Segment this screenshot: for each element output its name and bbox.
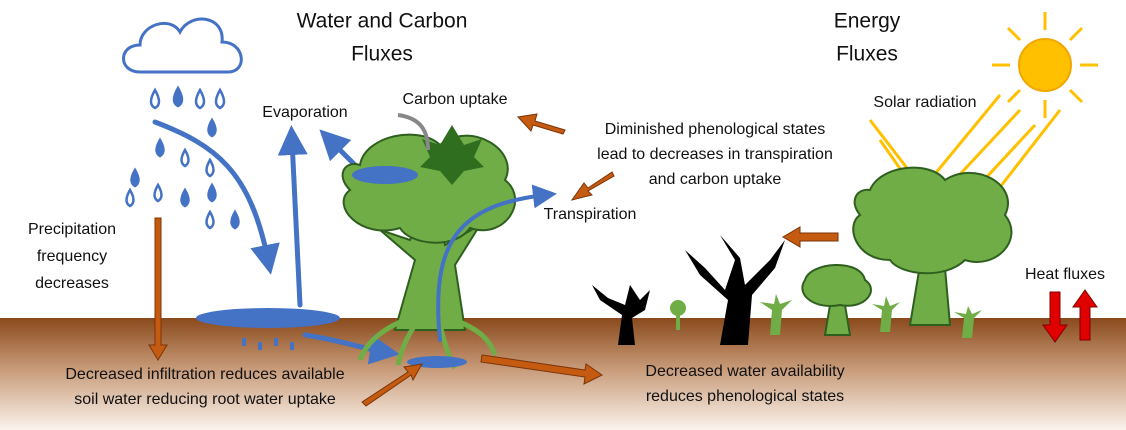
seedlings-part — [676, 312, 680, 330]
label: Carbon uptake — [403, 91, 508, 108]
raindrops-part — [130, 167, 140, 188]
seedlings-part — [954, 306, 982, 338]
note: and carbon uptake — [649, 171, 782, 188]
orange-arrows-part — [480, 354, 603, 385]
raindrops-part — [205, 157, 215, 178]
heat-flux-arrows-part — [1072, 289, 1098, 341]
orange-arrows-part — [148, 217, 168, 361]
note: Precipitation — [28, 221, 116, 238]
seepage-drops — [242, 338, 294, 350]
raindrops-part — [155, 137, 165, 158]
orange-arrows-part — [782, 226, 839, 248]
seepage-drops-part — [274, 338, 278, 346]
surface-puddle — [196, 308, 340, 328]
raindrops-part — [153, 182, 163, 203]
raindrops-part — [172, 85, 184, 108]
sun-part-part — [1006, 88, 1022, 104]
note: Diminished phenological states — [605, 121, 826, 138]
heading: Energy — [834, 10, 901, 33]
raindrops-part — [230, 209, 240, 230]
raindrops-part — [205, 209, 215, 230]
note: Decreased water availability — [645, 363, 844, 380]
note: decreases — [35, 275, 109, 292]
sun-part-part — [1006, 26, 1022, 42]
heading: Fluxes — [836, 43, 898, 66]
label: Heat fluxes — [1025, 266, 1105, 283]
raindrops-part — [180, 147, 190, 168]
sun-part-part — [1068, 88, 1084, 104]
sun-part — [992, 12, 1098, 118]
heading: Fluxes — [351, 43, 413, 66]
main-tree-part — [357, 317, 498, 370]
raindrops-part — [149, 87, 161, 110]
seedlings-part — [760, 294, 792, 335]
note: reduces phenological states — [646, 388, 844, 405]
seedlings — [670, 294, 982, 338]
orange-arrows-part — [570, 171, 615, 201]
raindrops-part — [125, 187, 135, 208]
note: soil water reducing root water uptake — [74, 391, 336, 408]
dead-trees-part — [592, 285, 650, 345]
raindrops-part — [207, 117, 217, 138]
note: lead to decreases in transpiration — [597, 146, 833, 163]
orange-arrows-part — [361, 363, 423, 407]
dead-trees-part — [685, 235, 785, 345]
note: frequency — [37, 248, 107, 265]
seepage-drops-part — [258, 342, 262, 350]
heat-flux-arrows — [1042, 289, 1098, 343]
seedlings-part — [872, 296, 900, 332]
heading: Water and Carbon — [297, 10, 468, 33]
dead-trees — [592, 235, 785, 345]
sun-part — [1018, 38, 1072, 92]
infiltration-flow-arrow — [152, 119, 280, 275]
canopy-water — [352, 166, 418, 184]
leaves — [420, 125, 484, 185]
evaporation-arrow — [277, 125, 308, 308]
orange-arrows — [148, 113, 839, 407]
label: Evaporation — [262, 104, 347, 121]
seedlings-part — [670, 300, 686, 316]
transpiration-arrow — [436, 184, 557, 342]
healthy-tree-part — [852, 166, 1013, 275]
heat-flux-arrows-part — [1042, 291, 1068, 343]
raindrops-part — [207, 182, 217, 203]
cloud-part — [122, 17, 243, 74]
raindrops-part — [214, 87, 226, 110]
leaves-part — [420, 125, 484, 185]
soil-flow-arrow — [302, 332, 400, 365]
sun — [992, 12, 1098, 118]
small-tree — [801, 264, 872, 336]
seepage-drops-part — [290, 342, 294, 350]
sun-part-part — [1068, 26, 1084, 42]
healthy-tree — [852, 166, 1013, 326]
raindrops-part — [194, 87, 206, 110]
solar-rays-part — [928, 94, 1002, 181]
orange-arrows-part — [516, 113, 566, 135]
note: Decreased infiltration reduces available — [65, 366, 344, 383]
label: Solar radiation — [873, 94, 976, 111]
seepage-drops-part — [242, 338, 246, 346]
small-tree-part — [801, 264, 872, 307]
small-tree-part — [823, 304, 852, 336]
cloud — [122, 17, 243, 74]
solar-rays-part — [988, 109, 1062, 201]
raindrops — [125, 85, 240, 230]
carbon-uptake-arrow — [397, 113, 430, 151]
label: Transpiration — [544, 206, 637, 223]
raindrops-part — [180, 187, 190, 208]
